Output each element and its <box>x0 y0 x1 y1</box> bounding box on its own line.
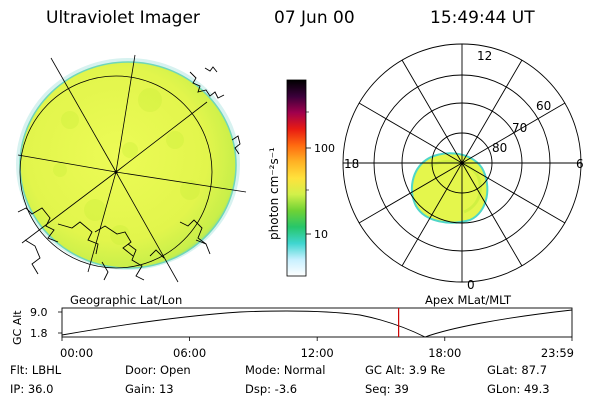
geo-panel-label: Geographic Lat/Lon <box>70 293 182 307</box>
status-dsp: Dsp: -3.6 <box>245 382 298 396</box>
mlat-label-60: 60 <box>536 99 551 113</box>
alt-x-tick-label: 23:59 <box>541 346 574 360</box>
colorbar-gradient <box>286 79 307 277</box>
latitude-circle <box>19 75 213 269</box>
polar-panel-label: Apex MLat/MLT <box>425 293 512 307</box>
status-ip: IP: 36.0 <box>10 382 54 396</box>
mlt-label-18: 18 <box>344 157 359 171</box>
geo-image-panel <box>16 54 247 283</box>
status-glat: GLat: 87.7 <box>487 363 548 377</box>
status-mode: Mode: Normal <box>245 363 326 377</box>
alt-x-tick-label: 18:00 <box>428 346 461 360</box>
alt-x-tick-label: 00:00 <box>60 346 93 360</box>
mlt-lines <box>343 44 581 282</box>
coastlines <box>17 66 241 281</box>
alt-y-max: 9.0 <box>30 306 48 319</box>
alt-x-tick-label: 12:00 <box>301 346 334 360</box>
polar-panel: 12 18 6 0 60 70 80 <box>342 43 584 292</box>
time-label: 15:49:44 UT <box>430 8 535 28</box>
colorbar-tick-100: 100 <box>314 142 335 155</box>
mlat-label-80: 80 <box>492 141 507 155</box>
alt-x-ticks: 00:00 06:00 12:00 18:00 23:59 <box>60 337 574 360</box>
colorbar: 100 10 photon cm⁻²s⁻¹ <box>267 79 335 277</box>
mlt-label-12: 12 <box>477 49 492 63</box>
status-gcalt: GC Alt: 3.9 Re <box>365 363 446 377</box>
disk-texture <box>53 88 200 245</box>
alt-x-tick-label: 06:00 <box>173 346 206 360</box>
meridian-lines <box>17 54 247 283</box>
mlt-label-6: 6 <box>576 157 584 171</box>
altitude-plot-frame <box>61 307 573 338</box>
altitude-plot: 9.0 1.8 GC Alt 00:00 06:00 12:00 18:00 23:59 <box>11 306 574 360</box>
instrument-title: Ultraviolet Imager <box>46 8 200 28</box>
date-label: 07 Jun 00 <box>274 8 355 28</box>
altitude-curve <box>61 309 573 338</box>
status-gain: Gain: 13 <box>125 382 174 396</box>
status-glon: GLon: 49.3 <box>487 382 550 396</box>
status-door: Door: Open <box>125 363 191 377</box>
status-flt: Flt: LBHL <box>10 363 62 377</box>
colorbar-tick-10: 10 <box>314 228 328 241</box>
geographic-pole <box>114 170 118 174</box>
alt-y-min: 1.8 <box>30 327 48 340</box>
mlat-label-70: 70 <box>512 121 527 135</box>
status-seq: Seq: 39 <box>365 382 409 396</box>
alt-axis-label: GC Alt <box>11 310 24 345</box>
mlt-label-0: 0 <box>467 278 475 292</box>
colorbar-unit-label: photon cm⁻²s⁻¹ <box>267 147 281 240</box>
